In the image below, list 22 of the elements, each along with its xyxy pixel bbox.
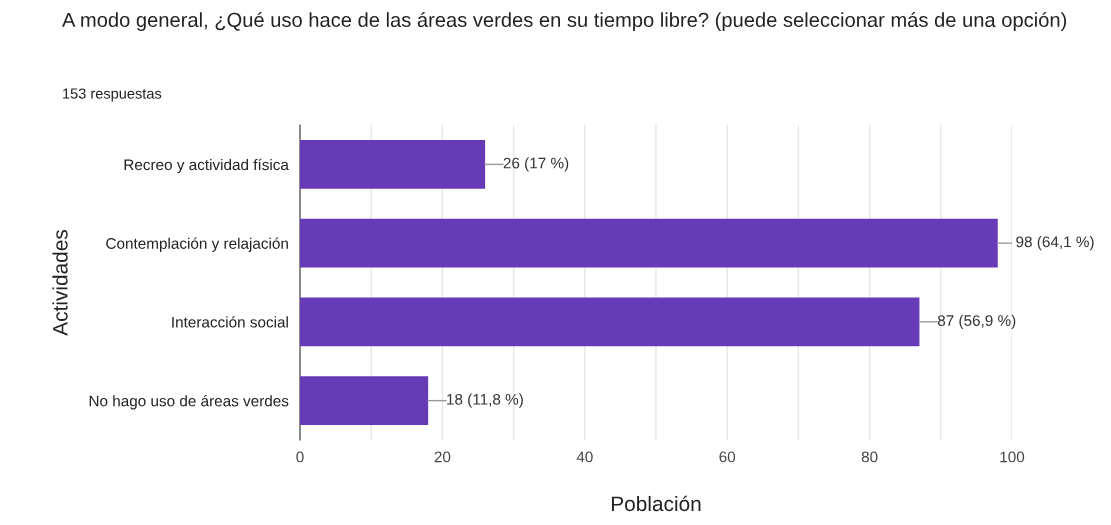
x-tick-label: 80 [861,451,878,463]
x-tick-label: 60 [719,451,736,463]
y-tick-label: Interacción social [172,316,288,328]
x-tick-label: 100 [1000,451,1025,463]
data-label: 87 (56,9 %) [937,314,1016,329]
y-axis-title: Actividades [52,229,68,336]
y-tick-label: Contemplación y relajación [106,237,288,252]
x-axis-title: Población [611,495,701,512]
y-tick-label: Recreo y actividad física [124,158,289,174]
x-tick-label: 40 [576,451,593,463]
y-tick-label: No hago uso de áreas verdes [89,395,289,410]
bar [300,139,486,189]
data-label: 18 (11,8 %) [447,393,523,408]
data-label: 98 (64,1 %) [1016,236,1094,251]
data-label: 26 (17 %) [503,157,569,172]
bar [300,376,429,426]
text: 153 respuestas [63,88,162,102]
x-tick-label: 20 [434,451,451,463]
chart-title: A modo general, ¿Qué uso hace de las áreas verdes en su tiempo libre? (puede seleccionar más de una opción) [62,12,1067,32]
x-tick-label: 0 [296,451,304,463]
bar [300,218,998,268]
bar [300,297,920,347]
